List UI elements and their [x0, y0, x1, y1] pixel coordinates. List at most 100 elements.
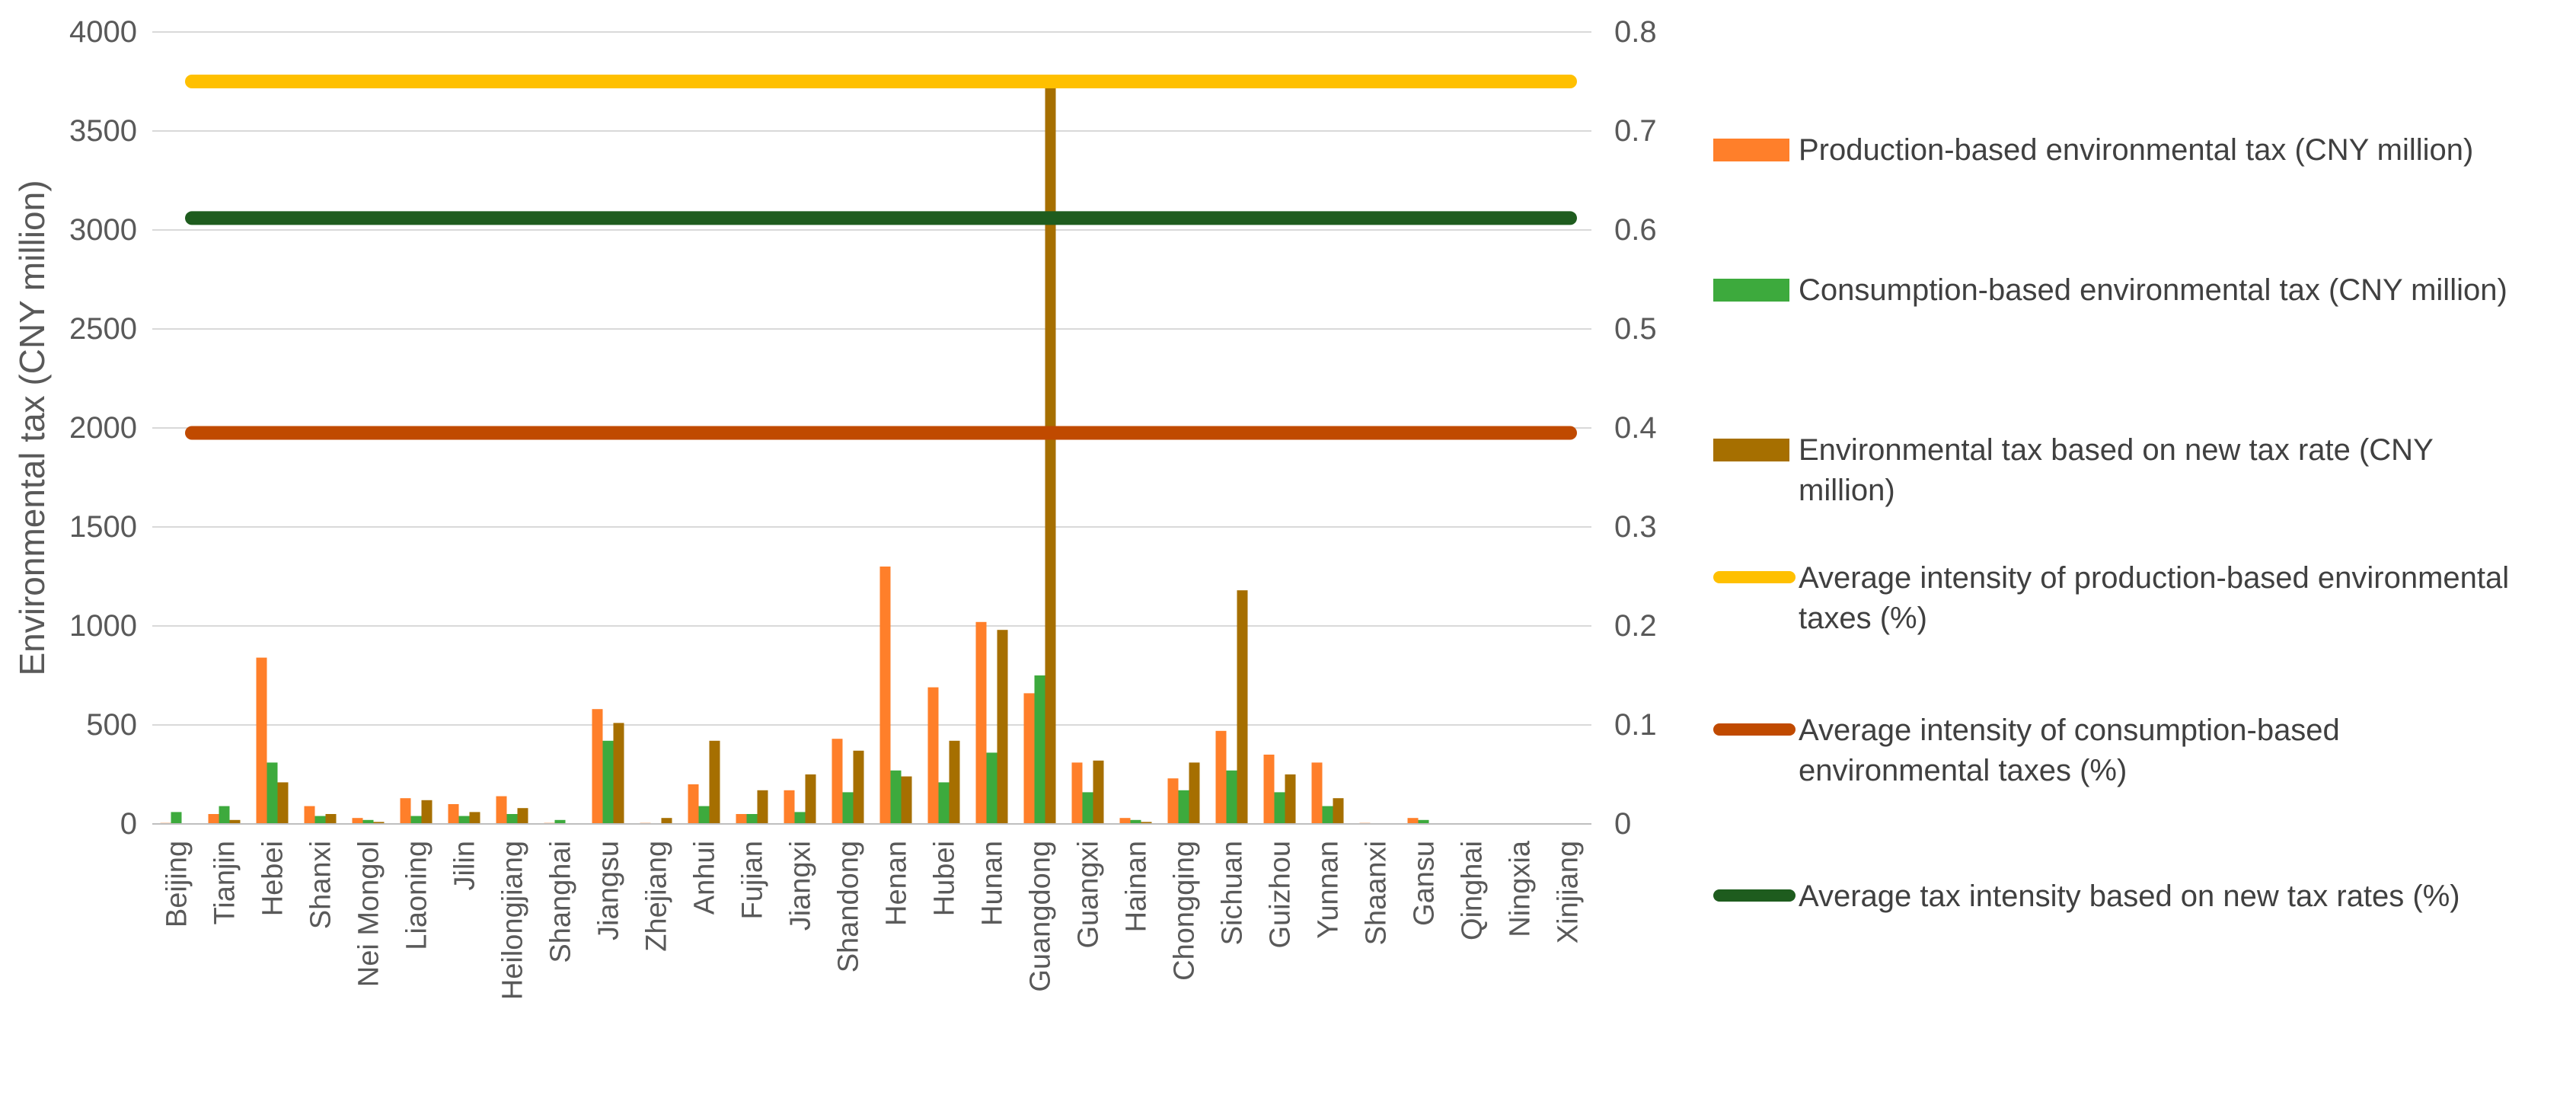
y2-tick-label: 0.6	[1614, 213, 1657, 247]
x-category-label: Shanghai	[545, 841, 577, 963]
bar	[373, 822, 385, 824]
bar	[1274, 792, 1285, 824]
bar	[421, 800, 433, 824]
bar	[517, 808, 528, 824]
x-category-label: Sichuan	[1217, 841, 1249, 945]
bar	[890, 770, 902, 824]
bar	[267, 762, 278, 824]
bar	[842, 792, 854, 824]
bar	[1119, 818, 1131, 824]
bar	[901, 776, 912, 824]
bar	[1178, 790, 1189, 824]
y-tick-label: 2000	[69, 411, 137, 445]
y2-tick-label: 0.5	[1614, 312, 1657, 346]
bar	[927, 687, 939, 824]
x-category-label: Nei Mongol	[353, 841, 385, 987]
bar	[506, 814, 518, 824]
y-axis-title: Environmental tax (CNY million)	[12, 180, 52, 675]
bar	[1215, 730, 1227, 824]
bar	[554, 819, 566, 824]
bar	[709, 740, 720, 824]
bar	[1407, 818, 1419, 824]
bar	[1237, 590, 1248, 824]
bar	[661, 818, 672, 824]
bar	[832, 739, 843, 824]
x-category-label: Guangdong	[1025, 841, 1057, 992]
legend-swatch	[1713, 139, 1789, 161]
legend-swatch	[1713, 439, 1789, 461]
bar-marks	[160, 87, 1429, 825]
bar	[1082, 792, 1093, 824]
bar	[304, 806, 315, 824]
x-category-label: Fujian	[737, 841, 769, 920]
y-tick-label: 3500	[69, 114, 137, 148]
bar	[458, 816, 470, 824]
bar	[256, 657, 267, 824]
bar	[1167, 778, 1179, 824]
bar	[352, 818, 363, 824]
x-category-label: Tianjin	[209, 841, 241, 925]
x-category-label: Gansu	[1409, 841, 1441, 926]
legend-label: Production-based environmental tax (CNY …	[1799, 133, 2473, 167]
bar	[997, 630, 1008, 824]
x-category-label: Zhejiang	[641, 841, 673, 952]
y-tick-label: 1500	[69, 510, 137, 544]
x-category-label: Ningxia	[1505, 840, 1537, 937]
x-category-label: Anhui	[689, 841, 721, 915]
bar	[949, 740, 960, 824]
x-category-label: Hebei	[257, 841, 289, 916]
legend-label: Average intensity of consumption-based	[1799, 714, 2340, 747]
bar	[208, 814, 219, 824]
legend-swatch	[1713, 279, 1789, 302]
bar	[986, 752, 998, 824]
bar	[400, 798, 411, 824]
bar	[1071, 762, 1083, 824]
y2-tick-label: 0.8	[1614, 15, 1657, 49]
bar	[229, 819, 241, 824]
legend-label: Average tax intensity based on new tax r…	[1799, 880, 2460, 913]
x-category-label: Jiangxi	[785, 841, 817, 931]
y2-tick-label: 0.1	[1614, 708, 1657, 742]
y-tick-label: 0	[120, 807, 137, 841]
y-tick-label: 2500	[69, 312, 137, 346]
x-category-label: Shanxi	[305, 841, 337, 929]
y2-tick-label: 0.3	[1614, 510, 1657, 544]
x-category-label: Beijing	[161, 841, 193, 927]
bar	[784, 790, 795, 824]
bar	[448, 804, 459, 824]
bar	[1311, 762, 1323, 824]
x-category-label: Chongqing	[1169, 841, 1201, 981]
bar	[746, 814, 758, 824]
bar	[805, 774, 816, 824]
bar	[1333, 798, 1344, 824]
bar	[592, 709, 603, 824]
legend-label: Environmental tax based on new tax rate …	[1799, 433, 2434, 467]
bar	[1045, 87, 1056, 825]
x-category-label: Hainan	[1121, 841, 1153, 932]
bar	[938, 782, 950, 824]
bar	[1226, 770, 1237, 824]
legend-label: Average intensity of production-based en…	[1799, 561, 2509, 595]
y-tick-label: 500	[86, 708, 137, 742]
bar	[602, 740, 614, 824]
bar	[1034, 675, 1045, 824]
bar	[410, 816, 422, 824]
bar	[362, 819, 374, 824]
x-category-label: Guangxi	[1073, 841, 1105, 949]
x-category-label: Yunnan	[1313, 841, 1345, 939]
reference-lines	[185, 75, 1577, 440]
x-category-label: Hunan	[977, 841, 1009, 926]
bar	[975, 621, 987, 824]
x-category-label: Qinghai	[1457, 841, 1489, 940]
bar	[698, 806, 710, 824]
bar	[1189, 762, 1200, 824]
bar	[736, 814, 747, 824]
y2-tick-label: 0.2	[1614, 609, 1657, 643]
bar	[1023, 693, 1035, 824]
x-category-label: Shaanxi	[1361, 841, 1393, 945]
bar	[1263, 755, 1275, 824]
legend: Production-based environmental tax (CNY …	[1713, 133, 2509, 913]
bar	[853, 750, 864, 824]
y2-tick-label: 0.7	[1614, 114, 1657, 148]
